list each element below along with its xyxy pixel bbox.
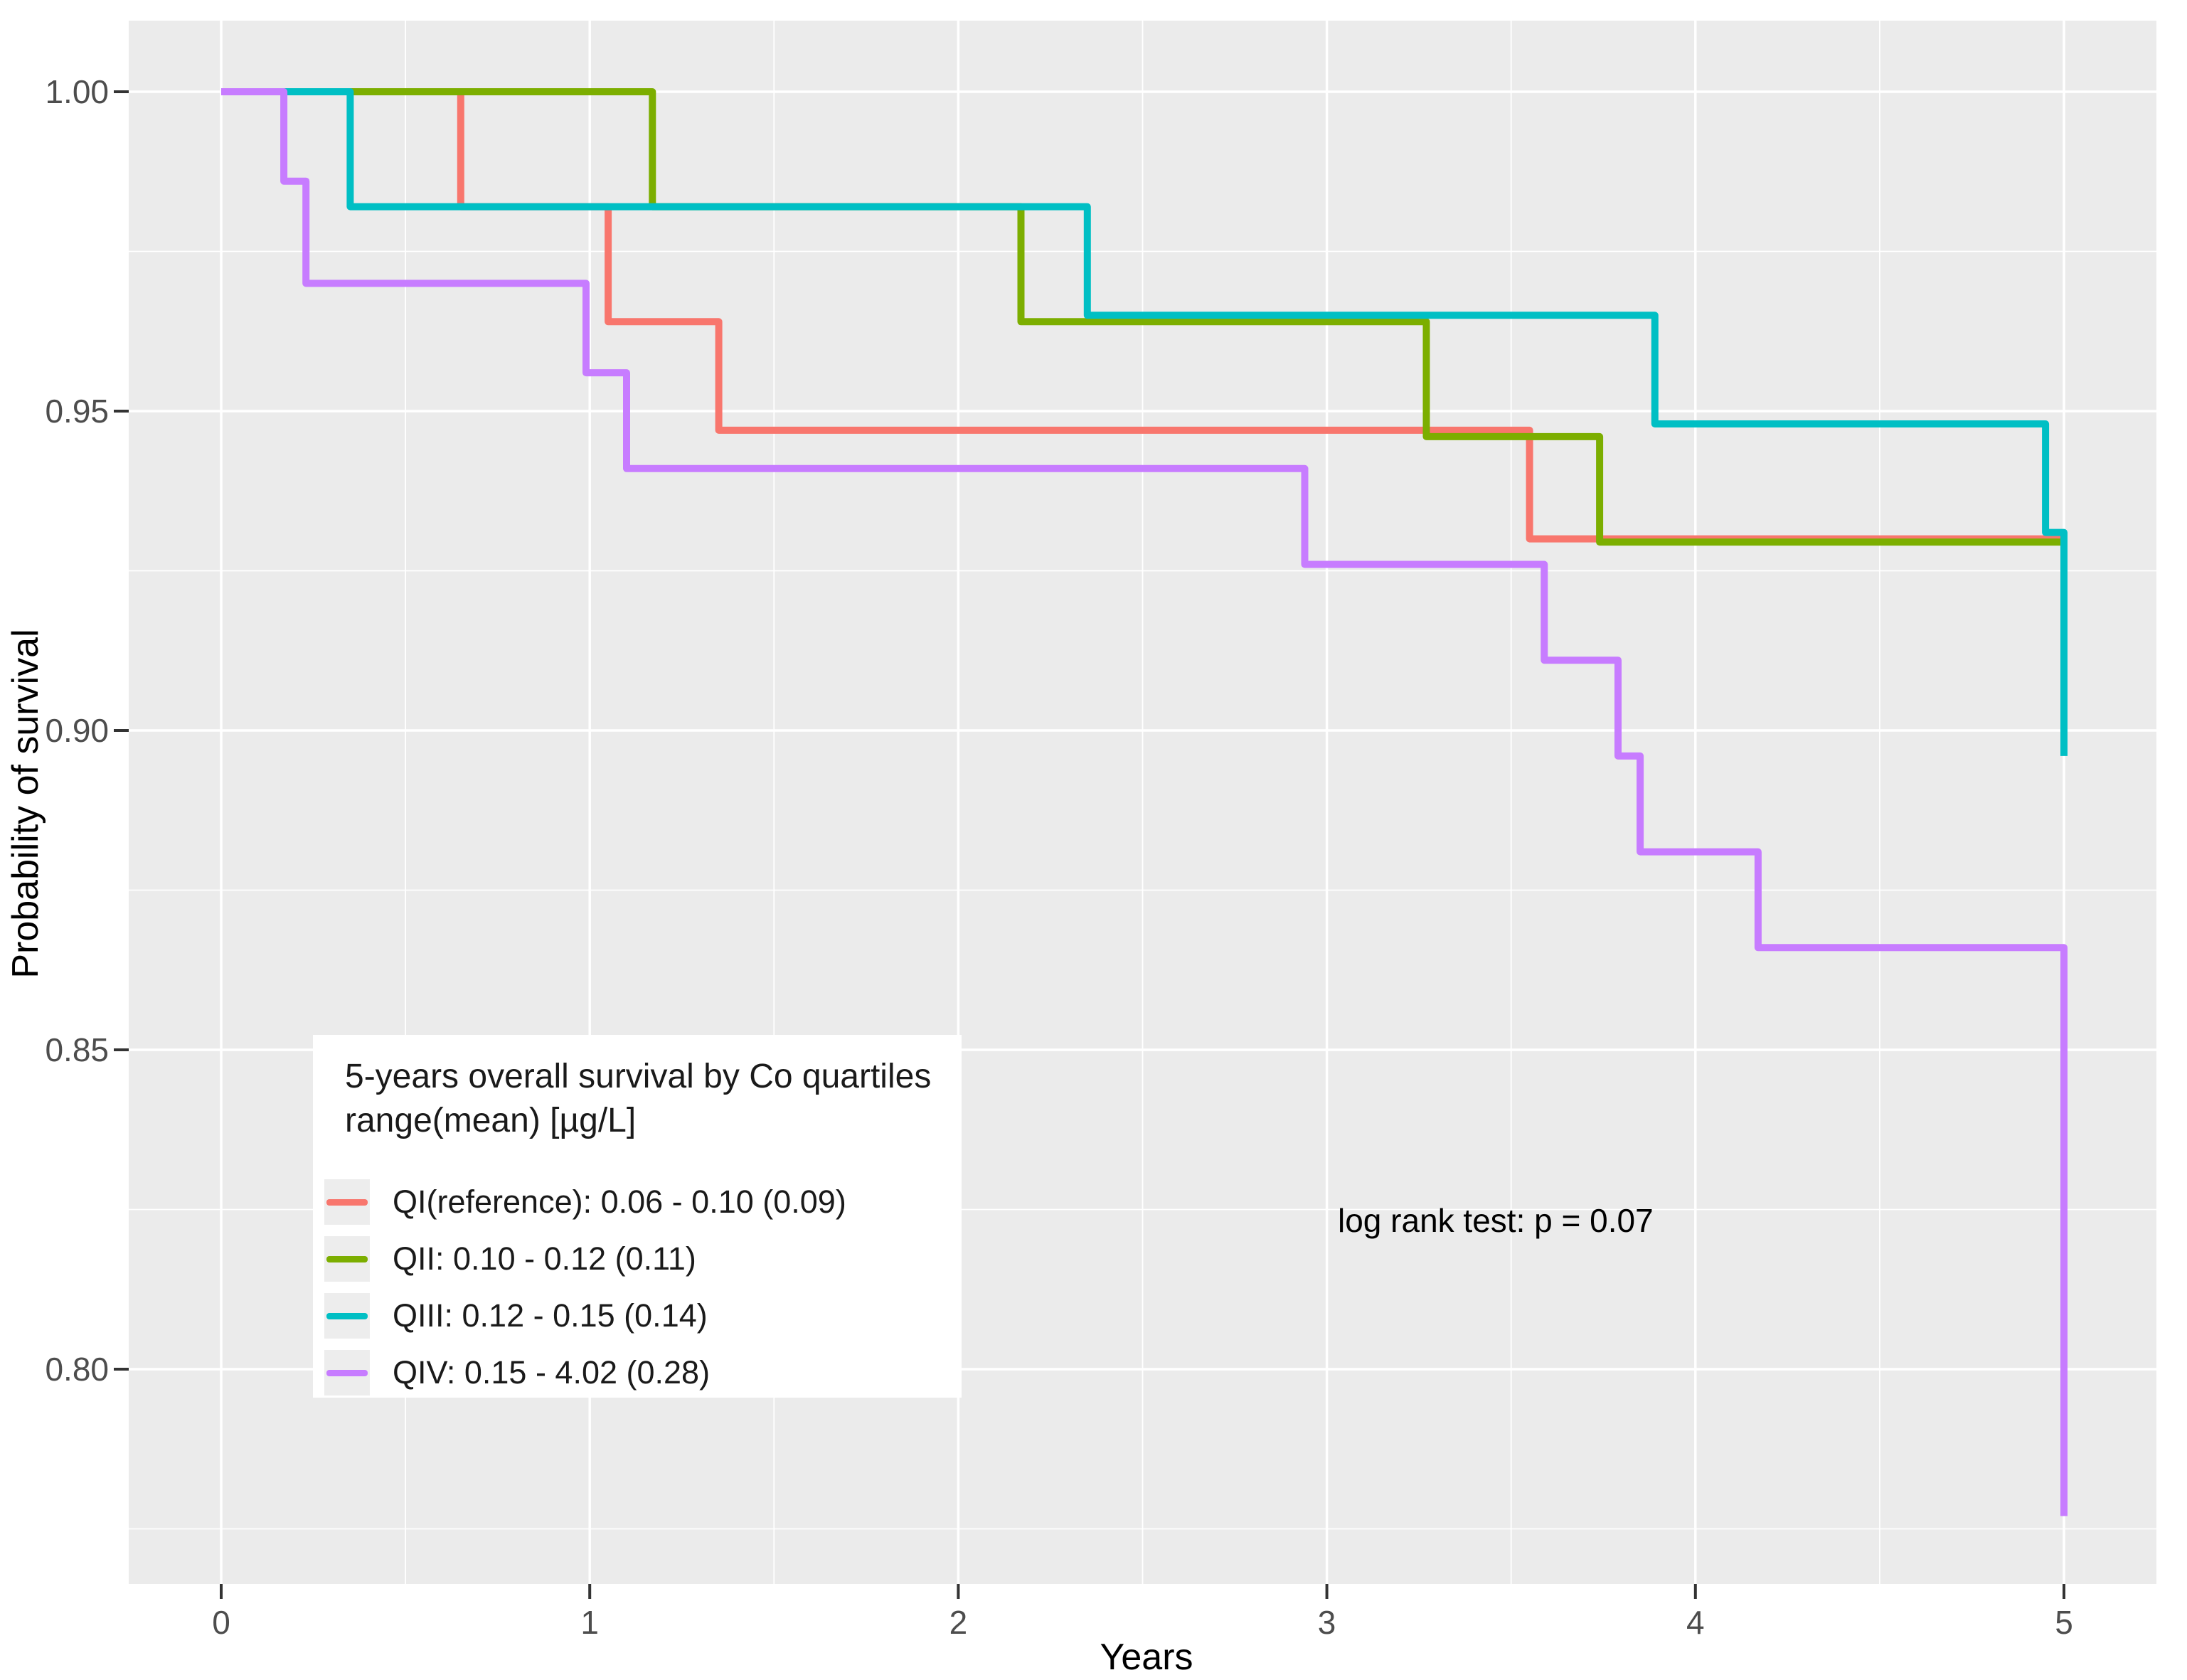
legend-title: 5-years overall survival by Co quartiles…: [313, 1035, 962, 1143]
qii-color-line-icon: [326, 1255, 368, 1262]
qi-color-line-icon: [326, 1198, 368, 1206]
y-tick-label-0.90: 0.90: [45, 712, 109, 749]
x-tick-label-3: 3: [1317, 1604, 1336, 1641]
y-axis-title: Probability of survival: [5, 629, 46, 979]
survival-curve-4: [221, 88, 2068, 1516]
legend-entry-qiv: QIV: 0.15 - 4.02 (0.28): [324, 1350, 710, 1395]
x-tick-label-2: 2: [949, 1604, 968, 1641]
x-tick-label-1: 1: [580, 1604, 599, 1641]
x-tick-label-0: 0: [212, 1604, 230, 1641]
qiii-color-line-icon: [326, 1312, 368, 1319]
legend-key-qiv: [324, 1350, 370, 1395]
y-tick-label-0.80: 0.80: [45, 1351, 109, 1388]
legend-key-qiii: [324, 1293, 370, 1339]
survival-curve-3: [221, 88, 2068, 756]
legend-label-qiii: QIII: 0.12 - 0.15 (0.14): [393, 1297, 708, 1334]
legend-entry-qiii: QIII: 0.12 - 0.15 (0.14): [324, 1293, 708, 1339]
legend-label-qiv: QIV: 0.15 - 4.02 (0.28): [393, 1354, 711, 1391]
legend-key-qi: [324, 1179, 370, 1225]
legend-label-qii: QII: 0.10 - 0.12 (0.11): [393, 1240, 696, 1277]
x-axis-title: Years: [1100, 1637, 1193, 1678]
survival-curve-1: [221, 88, 2064, 543]
y-tick-label-1.00: 1.00: [45, 73, 109, 110]
legend-entry-qii: QII: 0.10 - 0.12 (0.11): [324, 1236, 696, 1282]
log-rank-annotation: log rank test: p = 0.07: [1338, 1202, 1654, 1239]
legend: 5-years overall survival by Co quartiles…: [313, 1035, 962, 1398]
legend-title-line1: 5-years overall survival by Co quartiles: [345, 1058, 932, 1095]
x-tick-label-5: 5: [2055, 1604, 2073, 1641]
qiv-color-line-icon: [326, 1369, 368, 1376]
legend-title-line2: range(mean) [µg/L]: [345, 1102, 637, 1139]
y-tick-label-0.95: 0.95: [45, 393, 109, 430]
legend-label-qi: QI(reference): 0.06 - 0.10 (0.09): [393, 1184, 846, 1220]
x-tick-label-4: 4: [1686, 1604, 1705, 1641]
survival-curve-2: [221, 88, 2064, 546]
legend-entry-qi: QI(reference): 0.06 - 0.10 (0.09): [324, 1179, 846, 1225]
y-tick-label-0.85: 0.85: [45, 1031, 109, 1068]
legend-key-qii: [324, 1236, 370, 1282]
